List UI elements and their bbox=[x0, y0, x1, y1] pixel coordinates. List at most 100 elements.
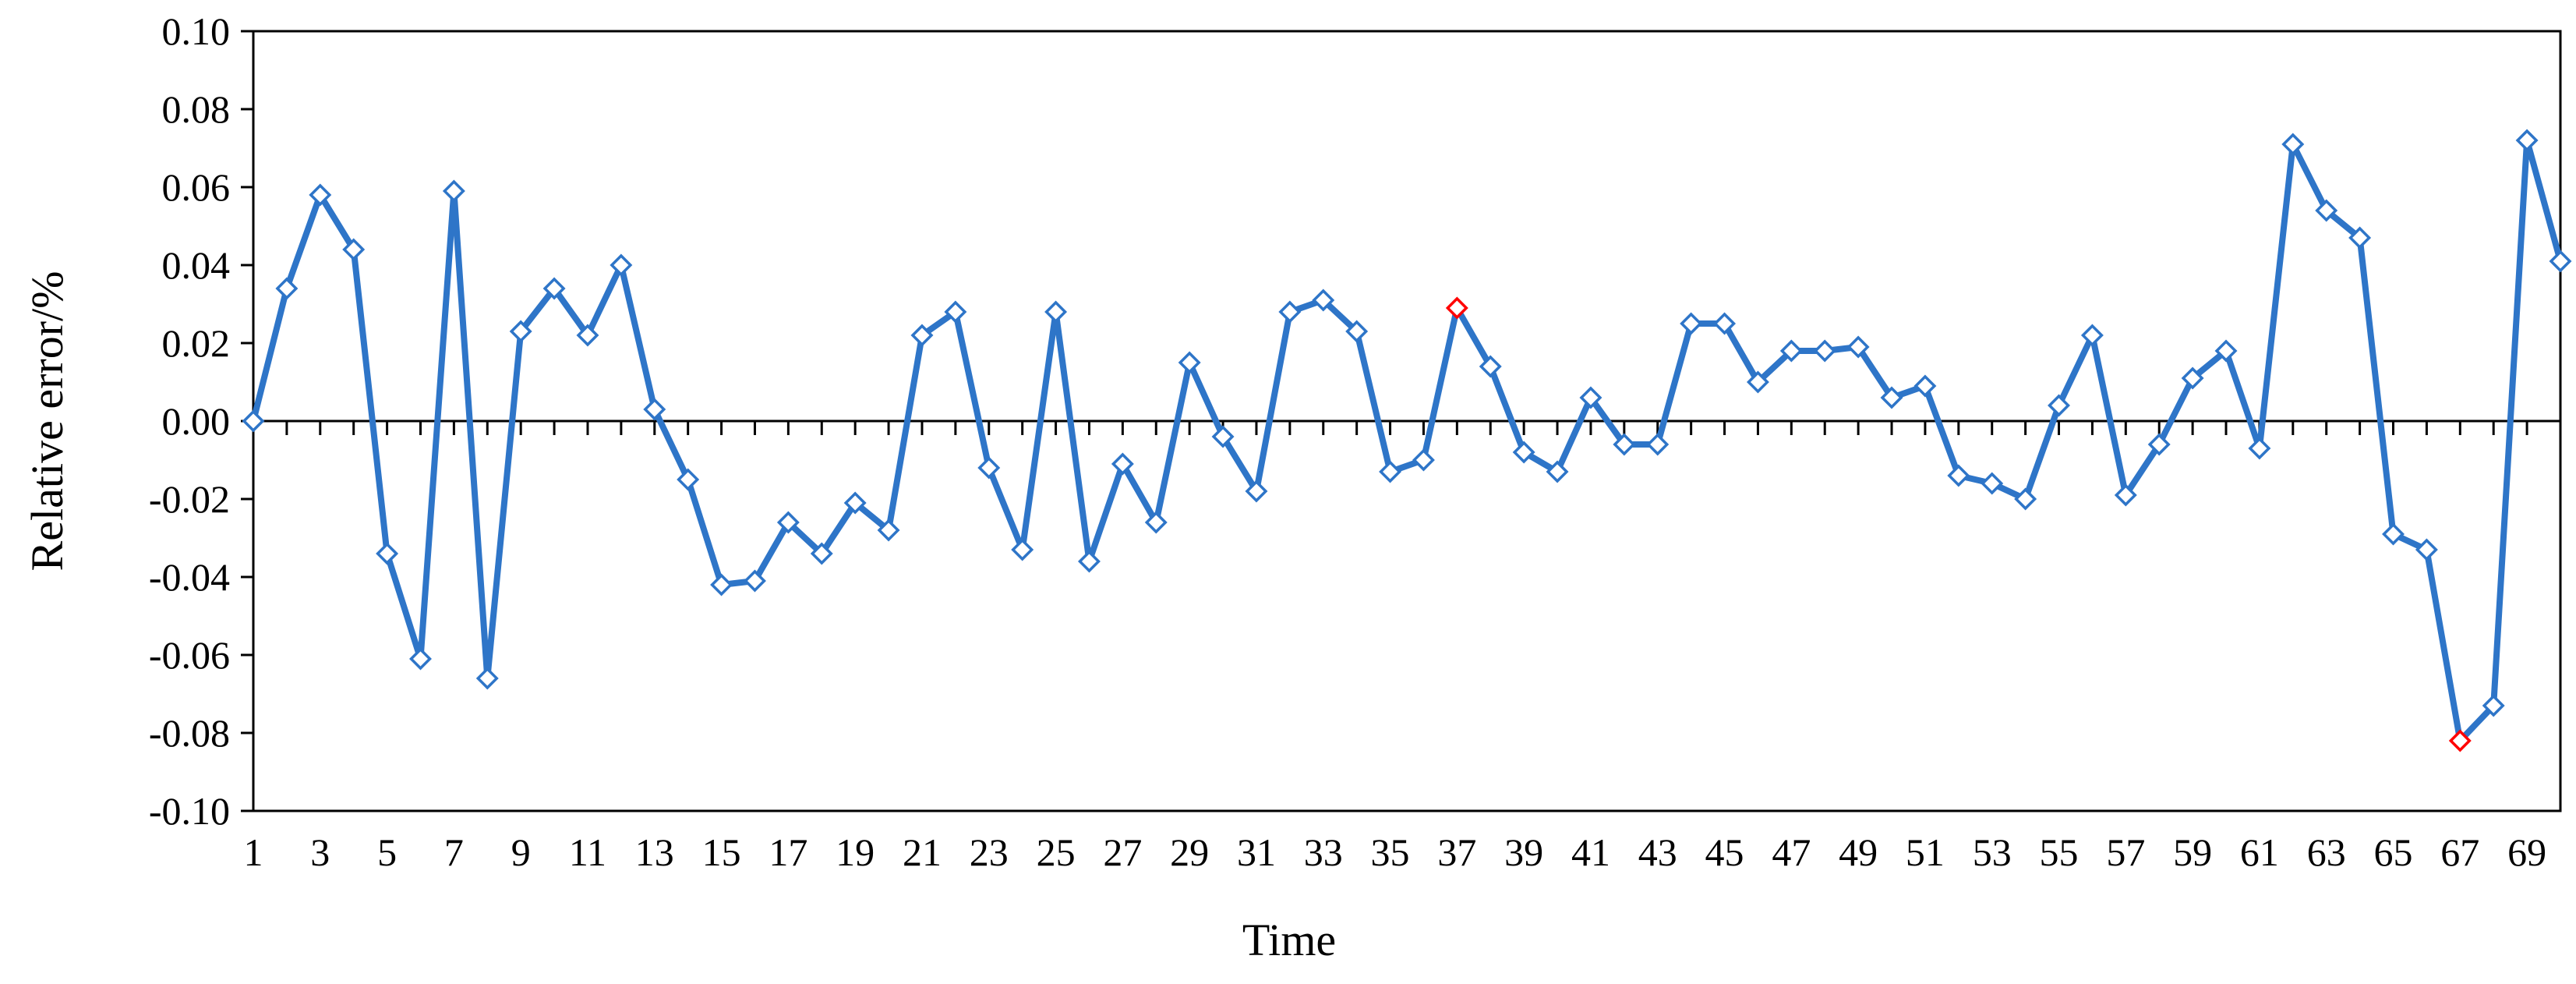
data-point bbox=[509, 320, 532, 343]
x-tick-label: 57 bbox=[2106, 830, 2145, 874]
y-tick-label: -0.08 bbox=[149, 711, 230, 755]
data-point bbox=[475, 667, 499, 690]
data-point bbox=[2348, 226, 2372, 250]
x-tick-label: 29 bbox=[1170, 830, 1209, 874]
data-point bbox=[2048, 394, 2070, 417]
data-point bbox=[2281, 133, 2305, 156]
data-point bbox=[1880, 386, 1903, 409]
data-point bbox=[1412, 448, 1435, 472]
data-point bbox=[2181, 366, 2204, 390]
x-tick-label: 69 bbox=[2507, 830, 2546, 874]
x-tick-label: 25 bbox=[1037, 830, 1076, 874]
x-tick-label: 21 bbox=[903, 830, 942, 874]
data-point bbox=[1846, 335, 1870, 359]
data-point bbox=[342, 238, 366, 261]
data-point bbox=[1345, 320, 1369, 343]
data-point bbox=[1613, 433, 1636, 456]
data-point bbox=[2482, 694, 2505, 717]
data-point bbox=[309, 183, 332, 207]
x-tick-label: 67 bbox=[2440, 830, 2479, 874]
data-point bbox=[1278, 300, 1302, 324]
data-point bbox=[1011, 538, 1034, 561]
data-point bbox=[1913, 374, 1937, 398]
series-line bbox=[250, 137, 2564, 744]
data-point bbox=[744, 569, 766, 593]
data-point bbox=[877, 519, 900, 542]
x-tick-label: 1 bbox=[244, 830, 263, 874]
data-point bbox=[1178, 351, 1201, 374]
data-point bbox=[710, 573, 733, 596]
data-point bbox=[2214, 339, 2238, 363]
data-point bbox=[1077, 550, 1101, 573]
y-tick-label: 0.02 bbox=[162, 321, 231, 365]
x-axis-title: Time bbox=[1242, 915, 1336, 965]
data-point bbox=[1713, 312, 1737, 335]
x-tick-label: 61 bbox=[2240, 830, 2279, 874]
x-tick-label: 9 bbox=[511, 830, 531, 874]
data-point bbox=[1546, 460, 1569, 483]
highlighted-data-point bbox=[2448, 729, 2472, 752]
data-point bbox=[2080, 324, 2104, 347]
data-point bbox=[2382, 522, 2405, 546]
x-tick-label: 41 bbox=[1571, 830, 1610, 874]
data-point bbox=[1312, 288, 1335, 312]
y-tick-label: 0.06 bbox=[162, 165, 231, 209]
y-tick-label: -0.06 bbox=[149, 633, 230, 677]
y-tick-label: -0.04 bbox=[149, 555, 230, 599]
data-point bbox=[2248, 437, 2271, 460]
data-point bbox=[1211, 425, 1235, 448]
data-point bbox=[977, 456, 1001, 480]
x-tick-label: 33 bbox=[1304, 830, 1343, 874]
data-point bbox=[1111, 452, 1134, 476]
x-tick-label: 59 bbox=[2173, 830, 2212, 874]
data-point bbox=[1144, 511, 1168, 534]
data-point bbox=[1680, 312, 1703, 335]
data-point bbox=[442, 179, 465, 203]
data-point bbox=[1512, 441, 1535, 464]
data-point bbox=[1779, 339, 1803, 363]
y-tick-label: -0.02 bbox=[149, 477, 230, 521]
x-tick-label: 11 bbox=[569, 830, 606, 874]
y-tick-label: 0.04 bbox=[162, 243, 231, 287]
data-point bbox=[576, 324, 599, 347]
data-point bbox=[2515, 129, 2539, 152]
x-tick-label: 47 bbox=[1772, 830, 1811, 874]
data-point bbox=[843, 491, 867, 515]
data-point bbox=[2114, 483, 2137, 507]
data-point bbox=[776, 511, 800, 534]
data-point bbox=[409, 647, 432, 671]
data-point bbox=[1044, 300, 1068, 324]
data-point bbox=[677, 468, 700, 491]
data-point bbox=[376, 542, 399, 565]
data-point bbox=[2415, 538, 2438, 561]
data-point bbox=[542, 277, 566, 300]
x-tick-label: 13 bbox=[635, 830, 674, 874]
data-point bbox=[1245, 480, 1268, 503]
data-point bbox=[1947, 464, 1970, 487]
y-axis-title: Relative error/% bbox=[22, 271, 72, 572]
data-point bbox=[1981, 472, 2004, 495]
data-point bbox=[910, 324, 934, 347]
x-tick-label: 5 bbox=[377, 830, 397, 874]
x-tick-label: 49 bbox=[1839, 830, 1878, 874]
x-tick-label: 53 bbox=[1973, 830, 2012, 874]
x-tick-label: 39 bbox=[1504, 830, 1543, 874]
x-tick-label: 45 bbox=[1705, 830, 1744, 874]
data-point bbox=[1746, 370, 1769, 394]
x-tick-label: 17 bbox=[769, 830, 807, 874]
data-point bbox=[610, 253, 633, 277]
data-point bbox=[242, 409, 265, 433]
data-point bbox=[1579, 386, 1602, 409]
data-point bbox=[944, 300, 967, 324]
x-tick-label: 23 bbox=[970, 830, 1009, 874]
x-tick-label: 51 bbox=[1906, 830, 1945, 874]
x-tick-label: 37 bbox=[1437, 830, 1476, 874]
data-point bbox=[643, 398, 666, 421]
x-tick-label: 65 bbox=[2374, 830, 2413, 874]
data-point bbox=[1379, 460, 1402, 483]
data-point bbox=[2549, 250, 2572, 273]
x-tick-label: 63 bbox=[2307, 830, 2346, 874]
highlighted-data-point bbox=[1445, 296, 1468, 320]
